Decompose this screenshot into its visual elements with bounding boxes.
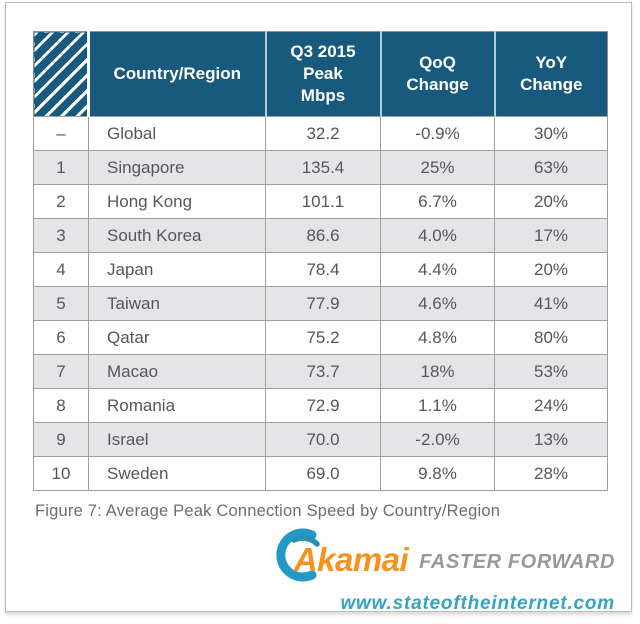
cell-qoq: -0.9% (380, 116, 495, 151)
cell-country: Singapore (88, 150, 266, 185)
table-row: 1 Singapore 135.4 25% 63% (33, 150, 608, 185)
cell-rank: 10 (33, 456, 89, 491)
table-row: 3 South Korea 86.6 4.0% 17% (33, 218, 608, 253)
akamai-tagline: FASTER FORWARD (419, 551, 615, 573)
table-row: 6 Qatar 75.2 4.8% 80% (33, 320, 608, 355)
header-cell-yoy-change: YoY Change (494, 31, 608, 117)
cell-rank: 2 (33, 184, 89, 219)
akamai-logo-block: Akamai FASTER FORWARD www.stateoftheinte… (272, 527, 615, 615)
cell-country: Japan (88, 252, 266, 287)
table-header: Country/Region Q3 2015 Peak Mbps QoQ Cha… (33, 31, 608, 117)
cell-mbps: 78.4 (265, 252, 381, 287)
cell-qoq: 4.6% (380, 286, 495, 321)
cell-qoq: 9.8% (380, 456, 495, 491)
cell-country: Sweden (88, 456, 266, 491)
state-of-the-internet-link[interactable]: www.stateoftheinternet.com (340, 593, 615, 614)
header-cell-country: Country/Region (88, 31, 267, 117)
table-row: 2 Hong Kong 101.1 6.7% 20% (33, 184, 608, 219)
cell-mbps: 101.1 (265, 184, 381, 219)
cell-qoq: 4.0% (380, 218, 495, 253)
cell-qoq: 1.1% (380, 388, 495, 423)
cell-mbps: 69.0 (265, 456, 381, 491)
peak-speed-table: Country/Region Q3 2015 Peak Mbps QoQ Cha… (33, 31, 608, 491)
cell-mbps: 73.7 (265, 354, 381, 389)
header-cell-peak-mbps: Q3 2015 Peak Mbps (265, 31, 382, 117)
cell-country: Macao (88, 354, 266, 389)
cell-rank: 1 (33, 150, 89, 185)
cell-qoq: 6.7% (380, 184, 495, 219)
cell-rank: 8 (33, 388, 89, 423)
cell-mbps: 72.9 (265, 388, 381, 423)
table-row: 7 Macao 73.7 18% 53% (33, 354, 608, 389)
table-row: 8 Romania 72.9 1.1% 24% (33, 388, 608, 423)
cell-mbps: 70.0 (265, 422, 381, 457)
table-row: – Global 32.2 -0.9% 30% (33, 116, 608, 151)
cell-yoy: 17% (494, 218, 608, 253)
cell-mbps: 32.2 (265, 116, 381, 151)
cell-rank: 3 (33, 218, 89, 253)
akamai-logo-row: Akamai FASTER FORWARD (272, 527, 615, 590)
cell-country: Qatar (88, 320, 266, 355)
header-cell-qoq-change: QoQ Change (380, 31, 496, 117)
cell-rank: – (33, 116, 89, 151)
table-row: 4 Japan 78.4 4.4% 20% (33, 252, 608, 287)
cell-qoq: 4.4% (380, 252, 495, 287)
cell-qoq: 18% (380, 354, 495, 389)
cell-country: Hong Kong (88, 184, 266, 219)
cell-country: Israel (88, 422, 266, 457)
cell-yoy: 53% (494, 354, 608, 389)
cell-qoq: 4.8% (380, 320, 495, 355)
cell-qoq: -2.0% (380, 422, 495, 457)
header-row: Country/Region Q3 2015 Peak Mbps QoQ Cha… (33, 31, 608, 117)
cell-mbps: 75.2 (265, 320, 381, 355)
cell-mbps: 135.4 (265, 150, 381, 185)
cell-mbps: 86.6 (265, 218, 381, 253)
table-row: 5 Taiwan 77.9 4.6% 41% (33, 286, 608, 321)
cell-mbps: 77.9 (265, 286, 381, 321)
cell-rank: 9 (33, 422, 89, 457)
cell-country: South Korea (88, 218, 266, 253)
header-cell-rank-striped (33, 31, 90, 117)
figure-card: Country/Region Q3 2015 Peak Mbps QoQ Cha… (5, 2, 632, 615)
cell-yoy: 20% (494, 184, 608, 219)
cell-yoy: 63% (494, 150, 608, 185)
cell-country: Global (88, 116, 266, 151)
table-body: – Global 32.2 -0.9% 30% 1 Singapore 135.4 25% 63%… (33, 116, 608, 491)
akamai-brand-text: Akamai (293, 540, 409, 578)
cell-rank: 6 (33, 320, 89, 355)
cell-yoy: 24% (494, 388, 608, 423)
cell-qoq: 25% (380, 150, 495, 185)
akamai-swoosh-icon (272, 527, 328, 588)
cell-rank: 5 (33, 286, 89, 321)
cell-yoy: 13% (494, 422, 608, 457)
cell-yoy: 28% (494, 456, 608, 491)
table-row: 9 Israel 70.0 -2.0% 13% (33, 422, 608, 457)
cell-rank: 7 (33, 354, 89, 389)
cell-yoy: 30% (494, 116, 608, 151)
cell-country: Taiwan (88, 286, 266, 321)
figure-caption: Figure 7: Average Peak Connection Speed … (35, 502, 501, 520)
cell-yoy: 41% (494, 286, 608, 321)
cell-country: Romania (88, 388, 266, 423)
table-row: 10 Sweden 69.0 9.8% 28% (33, 456, 608, 491)
cell-yoy: 80% (494, 320, 608, 355)
cell-rank: 4 (33, 252, 89, 287)
cell-yoy: 20% (494, 252, 608, 287)
